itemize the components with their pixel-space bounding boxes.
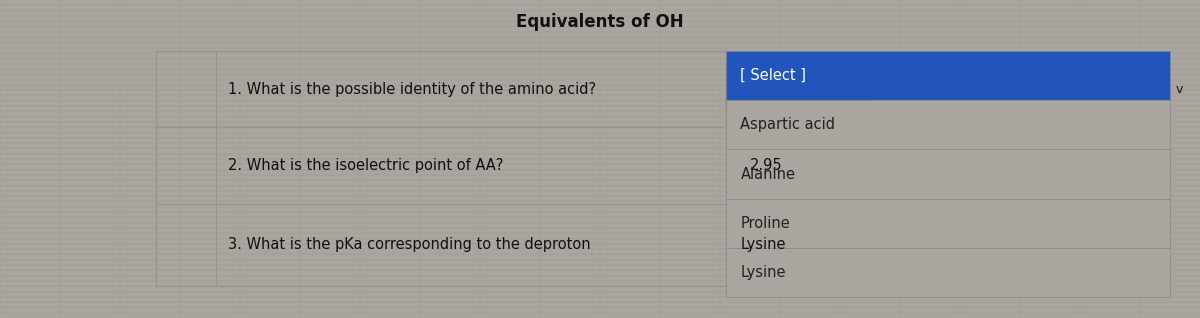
Bar	[726, 67, 870, 111]
Bar	[726, 149, 1170, 199]
Text: 3. What is the pKa corresponding to the deproton: 3. What is the pKa corresponding to the …	[228, 237, 590, 252]
Text: Proline: Proline	[740, 216, 790, 231]
Text: Equivalents of OH: Equivalents of OH	[516, 13, 684, 31]
Text: Lysine: Lysine	[740, 237, 786, 252]
Text: v: v	[1176, 83, 1183, 95]
Text: 1. What is the possible identity of the amino acid?: 1. What is the possible identity of the …	[228, 81, 596, 97]
Text: Aspartic acid: Aspartic acid	[740, 117, 835, 132]
Bar	[726, 100, 1170, 149]
Text: [ Select ]: [ Select ]	[766, 81, 830, 97]
Text: Lysine: Lysine	[740, 265, 786, 280]
Text: Alanine: Alanine	[740, 167, 796, 182]
Bar	[726, 248, 1170, 297]
Text: 2. What is the isoelectric point of AA?: 2. What is the isoelectric point of AA?	[228, 158, 503, 173]
Text: 2.95: 2.95	[750, 158, 782, 173]
Bar	[726, 51, 1170, 100]
Text: [ Select ]: [ Select ]	[740, 68, 806, 83]
Bar	[726, 199, 1170, 248]
